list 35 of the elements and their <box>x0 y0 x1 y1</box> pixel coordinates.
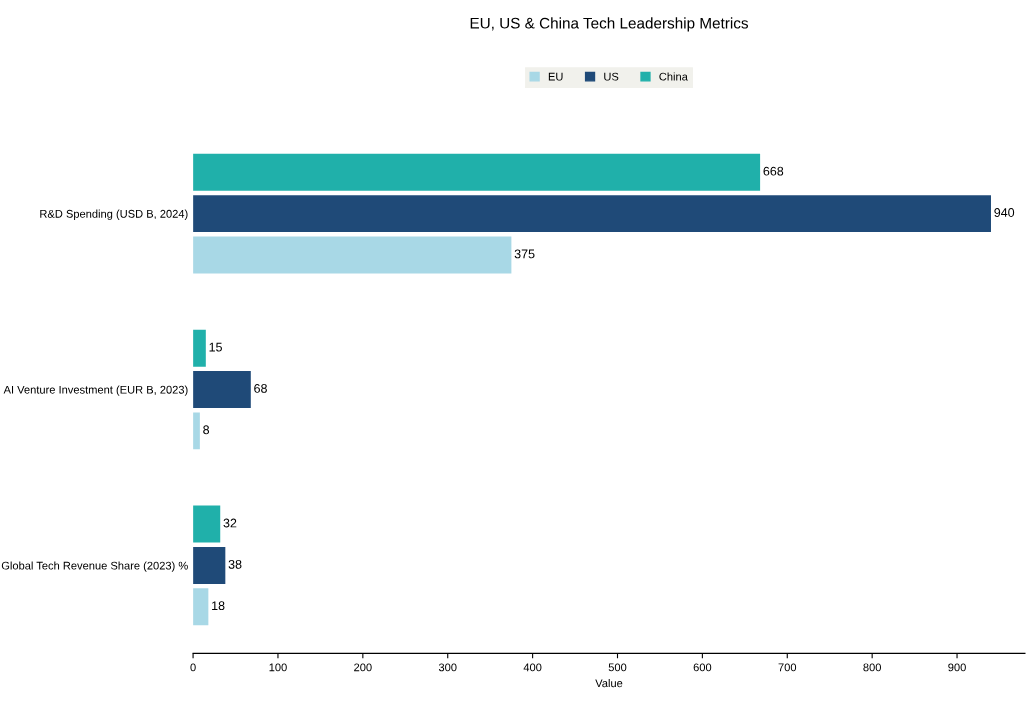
y-tick-label: AI Venture Investment (EUR B, 2023) <box>3 385 188 396</box>
bar <box>193 329 206 367</box>
x-tick-label: 900 <box>948 663 966 672</box>
x-tick-label: 800 <box>863 663 881 672</box>
y-tick-label: Global Tech Revenue Share (2023) % <box>1 561 188 572</box>
bar <box>193 153 761 191</box>
chart-title: EU, US & China Tech Leadership Metrics <box>470 17 749 32</box>
x-tick-label: 500 <box>608 663 627 672</box>
data-label: 38 <box>228 559 242 569</box>
legend-label: EU <box>548 72 563 81</box>
bar <box>193 505 221 543</box>
data-label: 68 <box>254 384 267 393</box>
bar <box>193 546 226 584</box>
data-label: 15 <box>209 342 222 352</box>
x-tick-label: 700 <box>778 663 797 672</box>
x-tick-label: 300 <box>438 663 457 672</box>
x-tick-label: 600 <box>693 663 712 672</box>
data-label: 375 <box>514 249 535 259</box>
bar <box>193 371 251 408</box>
data-label: 18 <box>212 601 225 611</box>
legend-label: China <box>659 72 688 81</box>
y-tick-label: R&D Spending (USD B, 2024) <box>40 209 188 220</box>
bar <box>193 195 991 233</box>
x-tick-label: 0 <box>190 663 196 672</box>
data-label: 940 <box>994 208 1015 217</box>
x-tick-label: 200 <box>354 663 372 672</box>
x-axis-title: Value <box>595 679 623 688</box>
data-label: 32 <box>223 518 237 528</box>
bar <box>193 588 209 626</box>
legend-label: US <box>604 72 619 81</box>
data-label: 668 <box>763 166 784 176</box>
x-tick-label: 400 <box>523 663 542 672</box>
x-tick-label: 100 <box>269 663 287 672</box>
data-label: 8 <box>203 425 210 435</box>
bar <box>193 236 512 274</box>
